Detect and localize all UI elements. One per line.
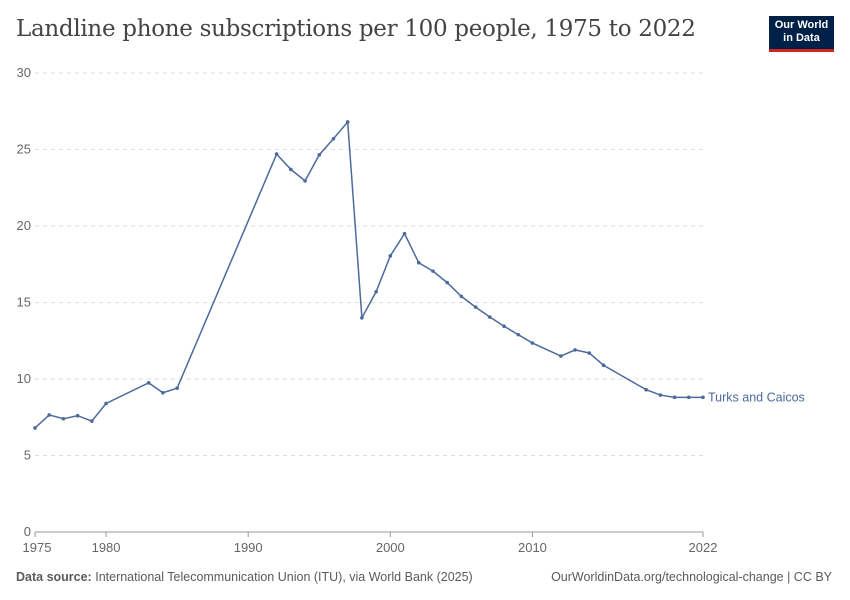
series-line — [34, 120, 703, 429]
x-tick-label: 2000 — [376, 540, 405, 555]
logo-line2: in Data — [783, 32, 820, 44]
data-point — [559, 354, 563, 358]
x-tick-label: 1980 — [92, 540, 121, 555]
data-point — [672, 395, 677, 400]
data-point — [331, 136, 336, 141]
data-point — [644, 387, 648, 392]
y-tick-label: 15 — [17, 295, 31, 310]
data-point — [573, 348, 577, 352]
footer-link[interactable]: OurWorldinData.org/technological-change … — [551, 570, 832, 584]
data-point — [360, 316, 364, 320]
data-point — [686, 395, 691, 400]
data-point — [289, 167, 293, 172]
y-tick-label: 5 — [24, 448, 31, 463]
data-point — [388, 254, 393, 258]
data-source: Data source: International Telecommunica… — [16, 570, 473, 584]
x-tick-label: 2022 — [689, 540, 718, 555]
y-tick-label: 20 — [17, 218, 31, 233]
y-tick-label: 10 — [17, 371, 31, 386]
data-point — [516, 332, 521, 337]
y-tick-label: 30 — [17, 65, 31, 80]
data-point — [90, 419, 94, 423]
data-point — [303, 179, 307, 183]
x-tick-label: 2010 — [518, 540, 547, 555]
data-point — [374, 289, 378, 294]
data-point — [445, 280, 449, 285]
series-label: Turks and Caicos — [708, 390, 805, 404]
data-point — [459, 294, 464, 299]
y-tick-label: 25 — [17, 142, 31, 157]
x-tick-label: 1975 — [23, 540, 52, 555]
source-label: Data source: — [16, 570, 92, 584]
data-point — [701, 395, 705, 400]
data-point — [146, 381, 151, 385]
data-point — [502, 324, 506, 329]
data-point — [658, 393, 663, 397]
chart-title: Landline phone subscriptions per 100 peo… — [16, 16, 696, 42]
data-point — [530, 341, 535, 345]
data-point — [431, 269, 435, 273]
logo-line1: Our World — [774, 19, 829, 31]
data-point — [416, 260, 421, 265]
y-tick-label: 0 — [24, 524, 31, 539]
data-point — [274, 152, 279, 156]
data-point — [61, 416, 66, 421]
data-point — [601, 363, 606, 368]
data-point — [473, 305, 478, 309]
data-point — [345, 120, 350, 124]
data-point — [161, 390, 165, 395]
source-text: International Telecommunication Union (I… — [95, 570, 473, 584]
owid-logo[interactable]: Our World in Data — [769, 16, 834, 52]
data-point — [47, 413, 52, 417]
data-point — [104, 401, 108, 406]
data-point — [75, 413, 80, 418]
data-point — [402, 231, 407, 236]
data-point — [317, 153, 322, 157]
data-point — [587, 351, 592, 355]
data-point — [488, 315, 492, 319]
data-point — [175, 386, 179, 390]
x-tick-label: 1990 — [234, 540, 263, 555]
data-point — [33, 426, 37, 430]
